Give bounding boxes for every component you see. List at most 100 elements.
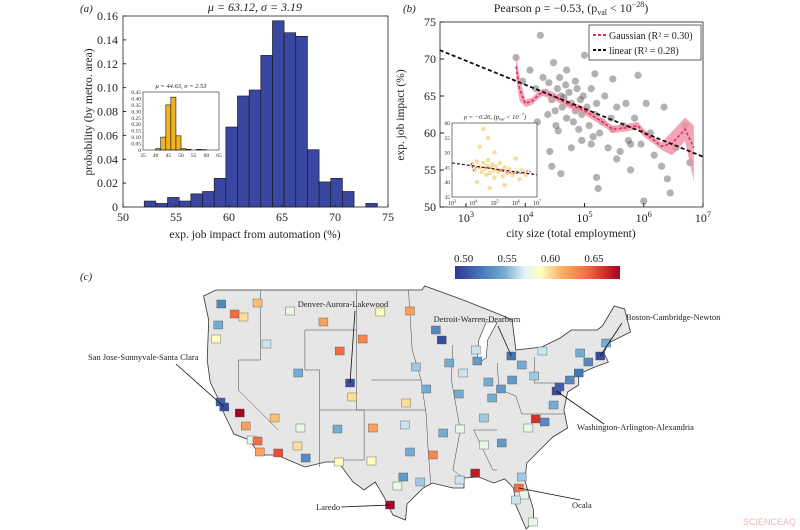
histogram-bar <box>318 181 332 208</box>
metro-area-region <box>537 346 548 356</box>
inset-x-tick-label: 55 <box>191 153 197 159</box>
tick-exponent: 4 <box>475 199 478 204</box>
metro-area-region <box>240 421 251 431</box>
inset-y-tick-label: 60 <box>445 121 451 127</box>
histogram-bar <box>155 203 168 208</box>
inset-linear-fit-line <box>451 162 538 176</box>
title-sup: −7 <box>519 112 525 117</box>
panel-b-label: (b) <box>403 3 416 15</box>
title-part: ) <box>523 114 526 121</box>
scatter-point <box>637 140 645 148</box>
inset-scatter-point <box>487 171 492 176</box>
scatter-point <box>552 122 560 130</box>
inset-x-tick-label: 50 <box>178 153 184 159</box>
scatter-point <box>616 147 624 156</box>
annotation-label: Laredo <box>316 502 340 512</box>
title-sup: −28 <box>632 0 645 9</box>
tick-base: 10 <box>448 201 454 207</box>
colorbar-tick-label: 0.60 <box>541 253 561 265</box>
metro-area-region <box>252 436 263 446</box>
inset-y-tick-label: 40 <box>445 180 451 186</box>
metro-area-region <box>213 320 224 330</box>
tick-base: 10 <box>458 211 470 225</box>
metro-area-region <box>334 346 345 356</box>
scatter-point <box>642 99 650 107</box>
us-map <box>203 285 631 530</box>
metro-area-region <box>318 317 329 327</box>
metro-area-region <box>479 440 489 450</box>
metro-area-region <box>496 384 506 394</box>
inset-scatter-area <box>451 126 538 191</box>
title-part: < 10 <box>505 114 520 121</box>
legend-box <box>588 24 702 61</box>
histogram-bar <box>178 200 192 208</box>
inset-x-tick-label: 45 <box>166 153 172 159</box>
inset-y-tick-label: 50 <box>445 151 451 157</box>
inset-scatter-point <box>492 150 497 155</box>
inset-histogram-bar <box>160 136 167 151</box>
panel-b-inset: ρ = −0.26, (pval < 10−7) 103 104 105 106 107… <box>445 112 542 207</box>
panel-a-label: (a) <box>80 3 93 15</box>
metro-area-region <box>583 357 594 367</box>
colorbar-ticks: 0.50 0.55 0.60 0.65 <box>454 253 604 265</box>
scatter-point <box>589 133 597 141</box>
inset-scatter-point <box>481 160 486 166</box>
state-border <box>238 290 279 431</box>
inset-x-tick-label: 106 <box>512 199 520 207</box>
inset-scatter-point <box>497 160 503 166</box>
scatter-point <box>576 96 584 104</box>
inset-scatter-point <box>491 168 496 173</box>
annotation-label: Ocala <box>572 500 592 510</box>
scatter-point <box>607 114 615 122</box>
inset-scatter-point <box>474 180 480 185</box>
histogram-bars <box>143 20 378 208</box>
inset-x-tick-label: 104 <box>469 199 478 207</box>
legend-linear-label: linear (R² = 0.28) <box>609 46 679 57</box>
y-tick-label: 0.14 <box>97 33 118 47</box>
metro-area-region <box>235 408 245 418</box>
scatter-point <box>575 125 583 133</box>
tick-base: 10 <box>490 201 496 207</box>
scatter-point <box>553 85 562 93</box>
inset-histogram-bar <box>170 96 177 151</box>
state-border <box>408 289 431 484</box>
y-tick-label: 60 <box>424 126 436 140</box>
panel-b-title: Pearson ρ = −0.53, (pval < 10−28) <box>494 0 649 17</box>
metro-area-region <box>528 517 538 527</box>
tick-exponent: 5 <box>588 210 592 219</box>
panel-c-label: (c) <box>80 271 93 283</box>
title-part: ρ = −0.26, (p <box>463 114 500 121</box>
inset-scatter-point <box>485 135 491 140</box>
metro-area-region <box>295 423 306 433</box>
metro-area-region <box>454 475 465 485</box>
title-sub: val <box>597 8 608 17</box>
y-tick-label: 50 <box>424 200 436 214</box>
metro-area-region <box>273 448 283 458</box>
scatter-point <box>622 99 630 107</box>
scatter-point <box>562 81 570 89</box>
inset-y-tick-label: 0.15 <box>131 129 141 135</box>
metro-area-region <box>252 298 263 308</box>
scatter-point <box>554 127 562 135</box>
inset-a-ticks: 35 40 45 50 55 60 6500.050.100.150.200.250.300… <box>131 90 222 159</box>
tick-exponent: 4 <box>529 210 534 219</box>
scatter-point <box>634 71 642 79</box>
y-tick-label: 0.02 <box>97 176 118 190</box>
title-part: ) <box>644 1 648 15</box>
title-part: Pearson ρ = −0.53, (p <box>494 1 598 15</box>
tick-exponent: 6 <box>648 210 652 219</box>
metro-area-region <box>431 325 441 335</box>
inset-scatter-point <box>483 172 489 177</box>
y-tick-label: 70 <box>424 52 436 66</box>
inset-scatter-point <box>517 177 522 182</box>
colorbar-tick-label: 0.55 <box>497 253 517 265</box>
inset-b-background <box>452 123 537 197</box>
inset-scatter-point <box>485 157 491 163</box>
scatter-point <box>573 85 581 93</box>
metro-area-region <box>497 438 507 448</box>
legend-gaussian-label: Gaussian (R² = 0.30) <box>609 31 693 42</box>
metro-area-region <box>531 414 541 424</box>
inset-x-tick-label: 103 <box>448 199 456 207</box>
y-tick-label: 0.04 <box>97 152 118 166</box>
